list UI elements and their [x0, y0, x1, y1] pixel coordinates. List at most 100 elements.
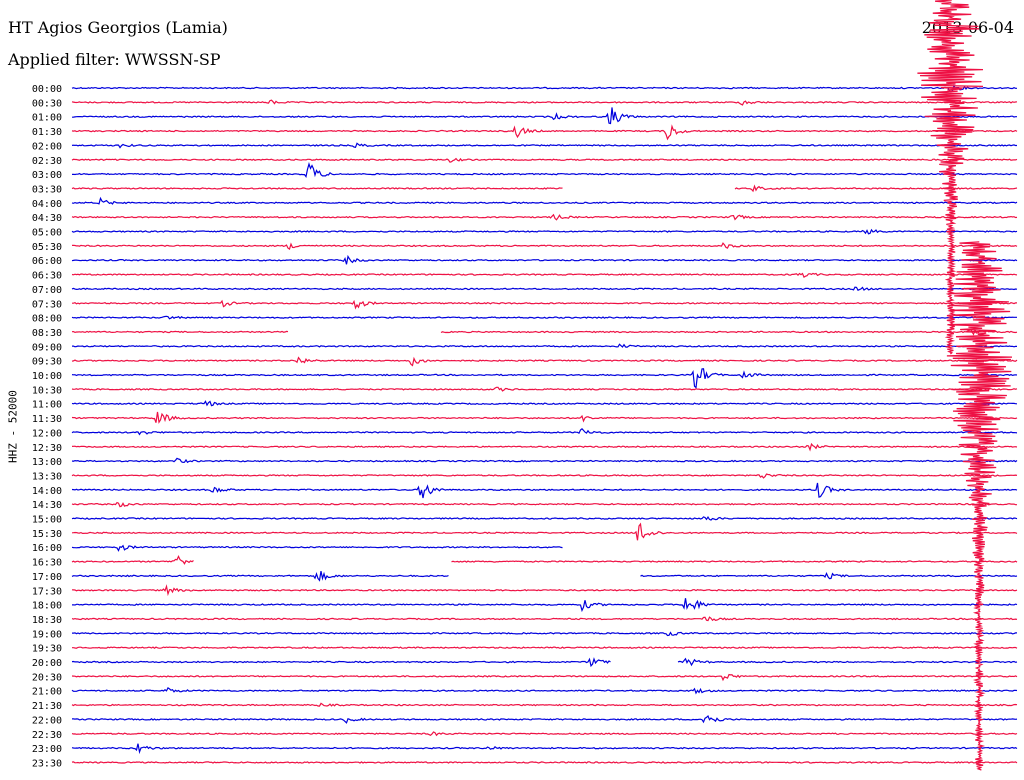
trace-line: [71, 142, 1017, 149]
time-tick-label: 10:30: [32, 385, 62, 396]
trace-line: [71, 616, 1018, 622]
time-tick-label: 14:30: [32, 500, 62, 511]
trace-line: [71, 743, 1018, 755]
time-tick-label: 19:30: [32, 644, 62, 655]
trace-line: [71, 544, 563, 552]
time-tick-label: 15:30: [32, 529, 62, 540]
time-tick-label: 18:30: [32, 615, 62, 626]
trace-line: [71, 702, 1018, 707]
time-tick-label: 07:30: [32, 299, 62, 310]
trace-line: [71, 427, 1018, 436]
time-tick-label: 11:00: [32, 400, 62, 411]
trace-line: [71, 761, 1018, 764]
trace-line: [71, 516, 1018, 521]
trace-line: [71, 286, 1018, 291]
trace-line: [71, 161, 1018, 179]
time-tick-label: 01:30: [32, 127, 62, 138]
trace-line: [71, 400, 1018, 407]
time-tick-label: 09:30: [32, 357, 62, 368]
time-tick-label: 20:30: [32, 672, 62, 683]
time-tick-label: 01:00: [32, 113, 62, 124]
trace-line: [71, 272, 1018, 278]
time-tick-label: 20:00: [32, 658, 62, 669]
time-tick-label: 00:00: [32, 84, 62, 95]
trace-line: [71, 522, 1018, 541]
earthquake-signal: [946, 241, 1013, 771]
trace-line: [71, 457, 1018, 464]
trace-line: [71, 84, 1017, 93]
trace-line: [71, 368, 1018, 389]
trace-line: [72, 299, 1017, 310]
trace-line: [71, 242, 1018, 251]
time-tick-label: 23:00: [32, 744, 62, 755]
station-title: HT Agios Georgios (Lamia): [8, 18, 228, 37]
time-tick-label: 23:30: [32, 758, 62, 769]
trace-line: [71, 687, 1018, 695]
trace-line: [71, 157, 1018, 163]
trace-line: [71, 107, 1017, 125]
time-tick-label: 16:00: [32, 543, 62, 554]
time-tick-label: 07:00: [32, 285, 62, 296]
trace-line: [72, 714, 1018, 724]
time-tick-label: 19:00: [32, 629, 62, 640]
time-tick-label: 03:00: [32, 170, 62, 181]
time-tick-label: 06:30: [32, 271, 62, 282]
time-tick-label: 17:00: [32, 572, 62, 583]
time-tick-label: 06:00: [32, 256, 62, 267]
trace-line: [71, 213, 1018, 221]
earthquake-signal: [917, 0, 984, 355]
trace-line: [71, 254, 1018, 265]
trace-line: [71, 657, 1018, 668]
time-tick-label: 03:30: [32, 184, 62, 195]
time-tick-label: 21:00: [32, 687, 62, 698]
time-tick-label: 05:00: [32, 228, 62, 239]
trace-line: [71, 482, 1018, 499]
time-tick-label: 21:30: [32, 701, 62, 712]
time-tick-label: 02:30: [32, 156, 62, 167]
time-tick-label: 11:30: [32, 414, 62, 425]
trace-line: [71, 584, 1018, 597]
trace-line: [71, 386, 1018, 392]
trace-line: [71, 473, 1018, 479]
trace-line: [71, 184, 1018, 193]
trace-line: [71, 598, 1018, 613]
time-tick-label: 05:30: [32, 242, 62, 253]
trace-line: [71, 570, 1018, 582]
trace-line: [71, 442, 1018, 452]
trace-line: [71, 673, 1018, 682]
trace-line: [72, 646, 1018, 649]
time-tick-label: 00:30: [32, 98, 62, 109]
time-tick-label: 12:30: [32, 443, 62, 454]
time-tick-label: 18:00: [32, 601, 62, 612]
trace-line: [71, 315, 1017, 320]
trace-line: [71, 411, 1018, 424]
trace-line: [71, 228, 1018, 235]
time-tick-label: 13:30: [32, 471, 62, 482]
filter-label: Applied filter: WWSSN-SP: [8, 50, 221, 69]
time-tick-label: 09:00: [32, 342, 62, 353]
time-tick-label: 04:00: [32, 199, 62, 210]
trace-line: [71, 554, 1018, 565]
trace-line: [72, 631, 1017, 637]
trace-line: [71, 328, 1018, 336]
time-tick-label: 16:30: [32, 558, 62, 569]
time-tick-label: 13:00: [32, 457, 62, 468]
time-tick-label: 08:30: [32, 328, 62, 339]
time-tick-label: 17:30: [32, 586, 62, 597]
time-tick-label: 12:00: [32, 428, 62, 439]
time-tick-label: 22:30: [32, 730, 62, 741]
trace-line: [71, 99, 1018, 106]
time-tick-label: 02:00: [32, 141, 62, 152]
time-tick-label: 22:00: [32, 715, 62, 726]
trace-line: [71, 356, 1018, 367]
trace-line: [71, 124, 1018, 141]
trace-line: [71, 501, 1017, 508]
trace-line: [71, 196, 1018, 205]
trace-line: [72, 343, 1017, 348]
time-tick-label: 15:00: [32, 515, 62, 526]
time-tick-label: 10:00: [32, 371, 62, 382]
time-tick-label: 14:00: [32, 486, 62, 497]
trace-line: [71, 731, 1018, 737]
time-tick-label: 08:00: [32, 314, 62, 325]
